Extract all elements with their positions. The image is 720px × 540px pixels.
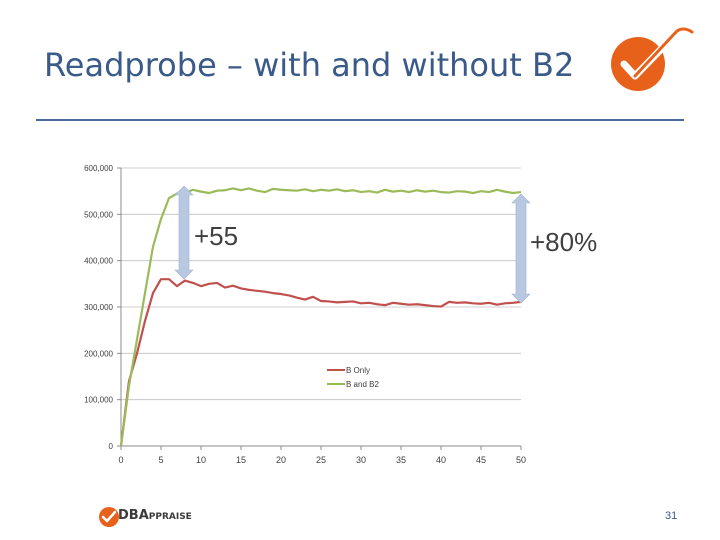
x-tick-label: 30 <box>356 455 366 465</box>
x-tick-label: 0 <box>118 455 123 465</box>
y-tick-label: 600,000 <box>84 164 113 173</box>
annotations: +55 +80% <box>174 185 597 304</box>
x-tick-label: 45 <box>476 455 486 465</box>
left-annotation-label: +55 <box>194 221 238 251</box>
y-tick-label: 100,000 <box>84 396 113 405</box>
x-tick-label: 40 <box>436 455 446 465</box>
title-divider <box>36 119 684 121</box>
x-tick-label: 15 <box>236 455 246 465</box>
x-tick-label: 5 <box>158 455 163 465</box>
y-tick-label: 200,000 <box>84 349 113 358</box>
x-tick-label: 20 <box>276 455 286 465</box>
y-tick-label: 0 <box>109 442 114 451</box>
x-tick-label: 50 <box>516 455 526 465</box>
footer-logo-rest: PPRAISE <box>148 512 192 522</box>
right-difference-arrow <box>511 193 531 304</box>
footer-logo-text: DBAPPRAISE <box>118 508 192 523</box>
axes: 0 100,000 200,000 300,000 400,000 500,000 600,… <box>84 164 526 465</box>
x-tick-label: 25 <box>316 455 326 465</box>
right-annotation-label: +80% <box>530 227 597 257</box>
y-tick-label: 400,000 <box>84 257 113 266</box>
footer-logo-icon <box>99 507 119 527</box>
y-tick-label: 300,000 <box>84 303 113 312</box>
y-tick-label: 500,000 <box>84 210 113 219</box>
slide-title: Readprobe – with and without B2 <box>44 46 575 84</box>
checkmark-logo-icon <box>611 27 694 91</box>
page-number: 31 <box>665 510 678 522</box>
x-tick-label: 10 <box>196 455 206 465</box>
legend: B Only B and B2 <box>327 366 379 389</box>
legend-label: B Only <box>346 366 370 375</box>
x-tick-label: 35 <box>396 455 406 465</box>
legend-label: B and B2 <box>346 380 379 389</box>
footer-logo-main: DBA <box>118 508 149 523</box>
left-difference-arrow <box>174 185 194 280</box>
series-line-b-only <box>119 278 522 447</box>
